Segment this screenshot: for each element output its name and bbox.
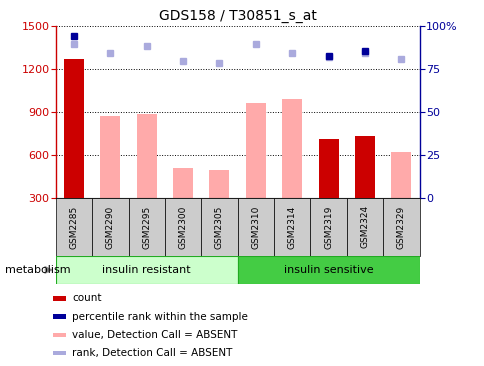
Bar (56, 198, 92, 256)
Text: GSM2285: GSM2285 (69, 205, 78, 249)
Text: GSM2314: GSM2314 (287, 205, 296, 249)
Bar (310, 198, 346, 256)
Text: GSM2290: GSM2290 (106, 205, 115, 249)
Bar (391, 152, 410, 198)
Text: value, Detection Call = ABSENT: value, Detection Call = ABSENT (72, 330, 237, 340)
Bar (237, 256, 419, 284)
Bar (53, 314, 65, 319)
Text: GSM2319: GSM2319 (323, 205, 333, 249)
Bar (245, 103, 265, 198)
Bar (354, 136, 374, 198)
Bar (201, 198, 237, 256)
Text: percentile rank within the sample: percentile rank within the sample (72, 311, 247, 322)
Bar (273, 198, 310, 256)
Bar (53, 333, 65, 337)
Text: rank, Detection Call = ABSENT: rank, Detection Call = ABSENT (72, 348, 232, 358)
Title: GDS158 / T30851_s_at: GDS158 / T30851_s_at (158, 9, 316, 23)
Bar (53, 351, 65, 355)
Bar (282, 99, 302, 198)
Bar (173, 168, 193, 198)
Bar (237, 198, 273, 256)
Bar (382, 198, 419, 256)
Bar (128, 198, 165, 256)
Bar (64, 59, 84, 198)
Text: GSM2295: GSM2295 (142, 205, 151, 249)
Bar (209, 171, 229, 198)
Text: GSM2300: GSM2300 (178, 205, 187, 249)
Text: GSM2324: GSM2324 (360, 205, 369, 249)
Text: count: count (72, 293, 101, 303)
Text: insulin sensitive: insulin sensitive (283, 265, 373, 275)
Bar (100, 116, 120, 198)
Text: GSM2329: GSM2329 (396, 205, 405, 249)
Text: GSM2305: GSM2305 (214, 205, 224, 249)
Bar (346, 198, 382, 256)
Bar (136, 115, 156, 198)
Bar (92, 198, 128, 256)
Bar (53, 296, 65, 300)
Text: insulin resistant: insulin resistant (102, 265, 191, 275)
Bar (318, 139, 338, 198)
Text: GSM2310: GSM2310 (251, 205, 260, 249)
Bar (56, 256, 237, 284)
Bar (165, 198, 201, 256)
Text: metabolism: metabolism (5, 265, 70, 275)
